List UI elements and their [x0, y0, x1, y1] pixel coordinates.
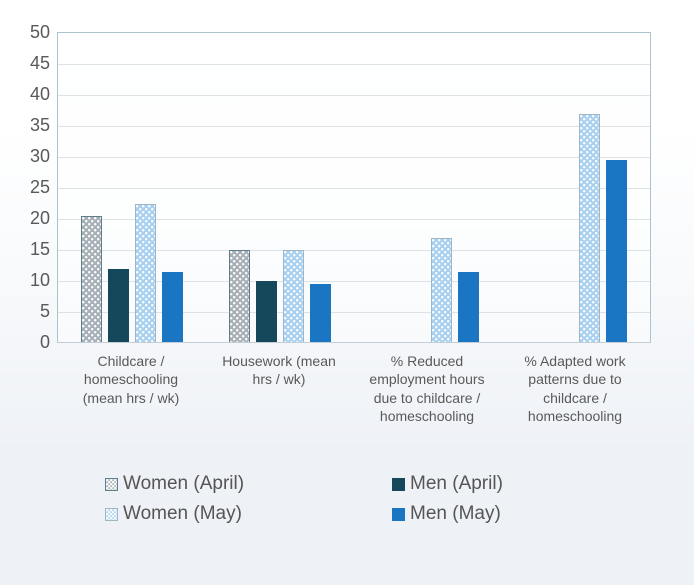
- gridline-5: [58, 312, 650, 313]
- category-label-2: Housework (mean hrs / wk): [222, 353, 336, 388]
- x-label-cell-3: % Reduced employment hours due to childc…: [353, 352, 501, 426]
- x-axis-category-labels: Childcare / homeschooling (mean hrs / wk…: [57, 352, 649, 426]
- bar-men-may-cat3: [458, 271, 479, 343]
- category-label-3: % Reduced employment hours due to childc…: [369, 353, 485, 425]
- gridline-15: [58, 250, 650, 251]
- legend-item-women-may: Women (May): [105, 502, 392, 525]
- x-label-cell-1: Childcare / homeschooling (mean hrs / wk…: [57, 352, 205, 426]
- category-label-4: % Adapted work patterns due to childcare…: [524, 353, 626, 425]
- gridline-45: [58, 64, 650, 65]
- category-label-1: Childcare / homeschooling (mean hrs / wk…: [82, 353, 180, 406]
- y-tick-label-30: 30: [29, 146, 50, 166]
- legend-swatch-men-may: [392, 507, 405, 521]
- x-axis-line: [57, 342, 651, 343]
- y-tick-label-15: 15: [29, 239, 50, 259]
- plot-area: [57, 32, 651, 343]
- bar-men-may-cat1: [162, 271, 183, 343]
- bar-women-may-cat2: [283, 250, 304, 343]
- bar-men-may-cat4: [606, 160, 627, 343]
- gridline-35: [58, 126, 650, 127]
- legend-label-women-may: Women (May): [123, 502, 242, 524]
- bar-men-may-cat2: [310, 284, 331, 343]
- y-tick-label-20: 20: [29, 208, 50, 228]
- legend-item-women-april: Women (April): [105, 473, 392, 495]
- legend-label-men-april: Men (April): [410, 473, 503, 494]
- bar-women-april-cat2: [229, 250, 250, 343]
- y-tick-label-40: 40: [29, 84, 50, 104]
- legend-swatch-women-april: [105, 477, 118, 491]
- y-tick-label-0: 0: [39, 332, 50, 352]
- legend-label-women-april: Women (April): [123, 473, 245, 494]
- legend-label-men-may: Men (May): [410, 502, 501, 524]
- x-label-cell-2: Housework (mean hrs / wk): [205, 352, 353, 426]
- x-label-cell-4: % Adapted work patterns due to childcare…: [501, 352, 649, 426]
- bar-women-may-cat3: [431, 237, 452, 343]
- legend-item-men-april: Men (April): [392, 473, 503, 495]
- bar-men-april-cat1: [108, 268, 129, 343]
- legend-swatch-men-april: [392, 477, 405, 491]
- gridline-25: [58, 188, 650, 189]
- gridline-20: [58, 219, 650, 220]
- y-tick-label-35: 35: [29, 115, 50, 135]
- gridline-10: [58, 281, 650, 282]
- bar-women-april-cat1: [81, 215, 102, 343]
- bar-women-may-cat4: [579, 113, 600, 343]
- bar-men-april-cat2: [256, 281, 277, 343]
- legend-item-men-may: Men (May): [392, 502, 503, 525]
- y-tick-label-25: 25: [29, 177, 50, 197]
- legend-swatch-women-may: [105, 507, 118, 521]
- y-tick-label-10: 10: [29, 270, 50, 290]
- gridline-30: [58, 157, 650, 158]
- bar-women-may-cat1: [135, 203, 156, 343]
- gridline-40: [58, 95, 650, 96]
- y-tick-label-50: 50: [29, 22, 50, 42]
- y-tick-label-45: 45: [29, 53, 50, 73]
- y-tick-label-5: 5: [39, 301, 50, 321]
- chart-legend: Women (April) Men (April) Women (May) Men (…: [105, 473, 503, 525]
